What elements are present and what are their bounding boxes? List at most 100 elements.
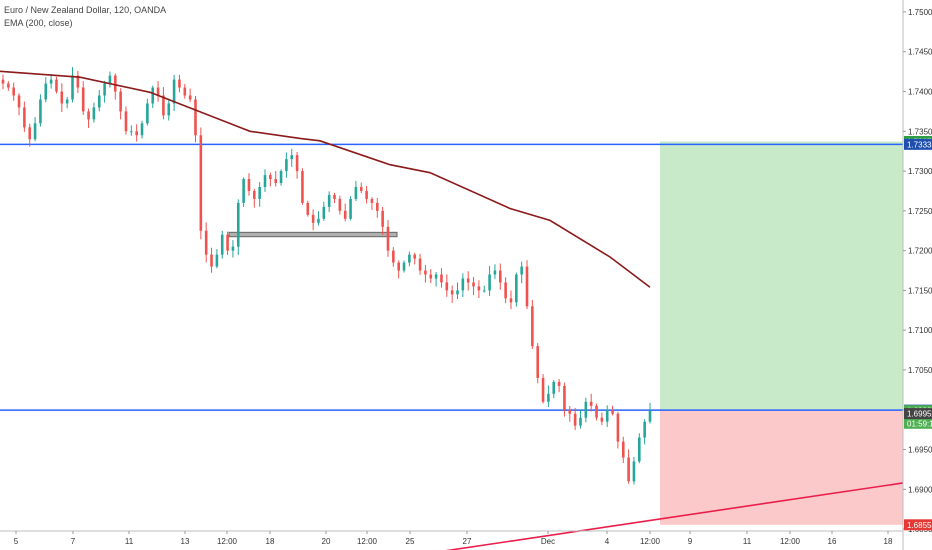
- candle-body: [1, 79, 5, 84]
- candle-body: [322, 206, 326, 219]
- price-tick-label: 1.70500: [908, 366, 932, 375]
- time-tick-label: 25: [406, 537, 415, 546]
- candle-body: [71, 75, 74, 100]
- candle: [445, 274, 449, 297]
- candle-body: [359, 186, 363, 191]
- price-badge-bg: [904, 138, 932, 150]
- candle: [103, 80, 106, 103]
- price-tick-label: 1.74500: [908, 48, 932, 57]
- candle: [156, 81, 160, 102]
- candle-body: [333, 194, 336, 199]
- candle: [386, 220, 390, 257]
- candle: [258, 182, 261, 207]
- candle: [333, 192, 336, 204]
- candle: [215, 249, 219, 269]
- candle-body: [76, 75, 80, 88]
- candle: [531, 299, 534, 349]
- candle: [525, 260, 529, 310]
- candle-body: [504, 282, 507, 299]
- candle-body: [258, 186, 261, 199]
- candle-body: [204, 230, 208, 255]
- candle-body: [536, 346, 540, 378]
- candle-body: [349, 198, 352, 219]
- candle: [408, 251, 411, 267]
- candle: [285, 152, 288, 178]
- candle-body: [456, 290, 459, 295]
- candle-body: [162, 95, 165, 116]
- candle-body: [188, 95, 192, 100]
- ema-200-line: [0, 70, 651, 288]
- candle-body: [584, 401, 588, 418]
- candle-body: [295, 155, 299, 172]
- candle: [595, 403, 598, 421]
- candle: [434, 272, 438, 287]
- candle-body: [440, 274, 443, 283]
- candle-body: [108, 75, 112, 84]
- candle: [611, 405, 614, 416]
- candle-body: [402, 262, 406, 271]
- candle-body: [247, 179, 251, 191]
- candle: [231, 240, 235, 258]
- candle: [327, 191, 331, 212]
- candle: [488, 265, 491, 296]
- price-tick-label: 1.72000: [908, 247, 932, 256]
- symbol-title: Euro / New Zealand Dollar, 120, OANDA: [4, 5, 167, 15]
- candle-body: [146, 103, 149, 124]
- candle: [472, 276, 475, 296]
- candle-body: [643, 421, 646, 438]
- time-tick-label: 18: [884, 537, 893, 546]
- candle: [311, 209, 315, 231]
- candle: [605, 405, 609, 427]
- candle-body: [605, 409, 609, 422]
- candle: [418, 253, 422, 275]
- candle: [124, 106, 128, 135]
- indicator-label: EMA (200, close): [4, 18, 73, 28]
- candle-body: [194, 99, 197, 136]
- candle: [306, 200, 310, 217]
- candle: [563, 382, 566, 417]
- candle-body: [338, 198, 342, 211]
- candle-body: [418, 258, 422, 271]
- candle: [130, 125, 133, 136]
- candle-body: [327, 194, 331, 207]
- candle: [188, 88, 192, 103]
- candle-body: [397, 262, 400, 271]
- price-badge: 1.68554: [904, 519, 932, 531]
- candle: [167, 98, 171, 121]
- candle-body: [450, 290, 454, 295]
- time-tick-label: 20: [322, 537, 331, 546]
- time-tick-label: 12:00: [780, 537, 801, 546]
- candle-body: [156, 87, 160, 96]
- candle-body: [103, 83, 106, 96]
- candle-body: [354, 186, 358, 199]
- candle: [140, 120, 144, 139]
- candle: [81, 81, 85, 116]
- candle-body: [568, 409, 572, 414]
- candle: [579, 410, 582, 429]
- candle-body: [44, 83, 48, 100]
- candle: [638, 433, 641, 464]
- time-tick-label: 16: [828, 537, 837, 546]
- candle-body: [579, 417, 582, 426]
- time-tick-label: Dec: [541, 537, 555, 546]
- candle-body: [290, 155, 294, 160]
- candle-body: [23, 107, 26, 128]
- time-tick-label: 18: [266, 537, 275, 546]
- candle-body: [627, 457, 630, 482]
- candle: [509, 290, 513, 310]
- candle: [370, 197, 374, 210]
- candle-body: [135, 131, 138, 136]
- candle-body: [301, 171, 304, 203]
- candle-body: [482, 290, 486, 292]
- candle-body: [311, 214, 315, 223]
- chart-legend: Euro / New Zealand Dollar, 120, OANDA EM…: [4, 4, 166, 30]
- candle-body: [589, 401, 593, 406]
- candle: [482, 285, 486, 293]
- candle-body: [563, 385, 566, 410]
- candle-body: [477, 286, 481, 291]
- candle-body: [466, 278, 470, 283]
- candle: [97, 89, 101, 112]
- candle-body: [183, 87, 187, 96]
